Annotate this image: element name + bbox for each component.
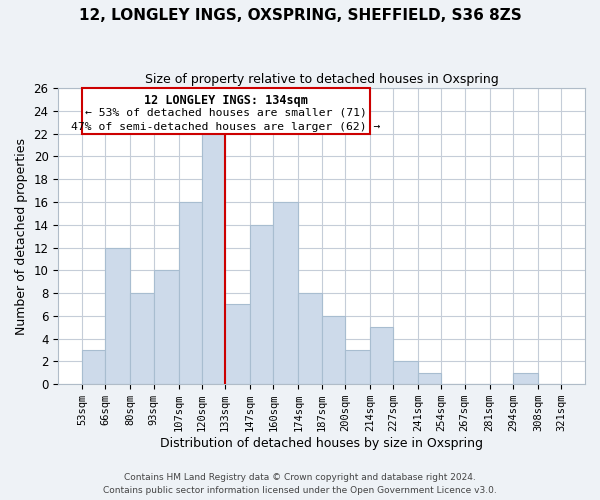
Text: Contains HM Land Registry data © Crown copyright and database right 2024.
Contai: Contains HM Land Registry data © Crown c… bbox=[103, 474, 497, 495]
FancyBboxPatch shape bbox=[82, 88, 370, 134]
Bar bbox=[179, 202, 202, 384]
X-axis label: Distribution of detached houses by size in Oxspring: Distribution of detached houses by size … bbox=[160, 437, 483, 450]
Bar bbox=[82, 350, 106, 384]
Bar bbox=[370, 328, 393, 384]
Bar bbox=[274, 202, 298, 384]
Bar bbox=[393, 362, 418, 384]
Text: 47% of semi-detached houses are larger (62) →: 47% of semi-detached houses are larger (… bbox=[71, 122, 381, 132]
Y-axis label: Number of detached properties: Number of detached properties bbox=[15, 138, 28, 334]
Bar bbox=[225, 304, 250, 384]
Bar bbox=[418, 373, 442, 384]
Bar bbox=[345, 350, 370, 384]
Bar bbox=[322, 316, 345, 384]
Bar bbox=[513, 373, 538, 384]
Text: ← 53% of detached houses are smaller (71): ← 53% of detached houses are smaller (71… bbox=[85, 108, 367, 118]
Text: 12 LONGLEY INGS: 134sqm: 12 LONGLEY INGS: 134sqm bbox=[144, 94, 308, 107]
Bar bbox=[298, 293, 322, 384]
Text: 12, LONGLEY INGS, OXSPRING, SHEFFIELD, S36 8ZS: 12, LONGLEY INGS, OXSPRING, SHEFFIELD, S… bbox=[79, 8, 521, 22]
Title: Size of property relative to detached houses in Oxspring: Size of property relative to detached ho… bbox=[145, 72, 499, 86]
Bar bbox=[202, 134, 225, 384]
Bar bbox=[250, 224, 274, 384]
Bar bbox=[130, 293, 154, 384]
Bar bbox=[106, 248, 130, 384]
Bar bbox=[154, 270, 179, 384]
